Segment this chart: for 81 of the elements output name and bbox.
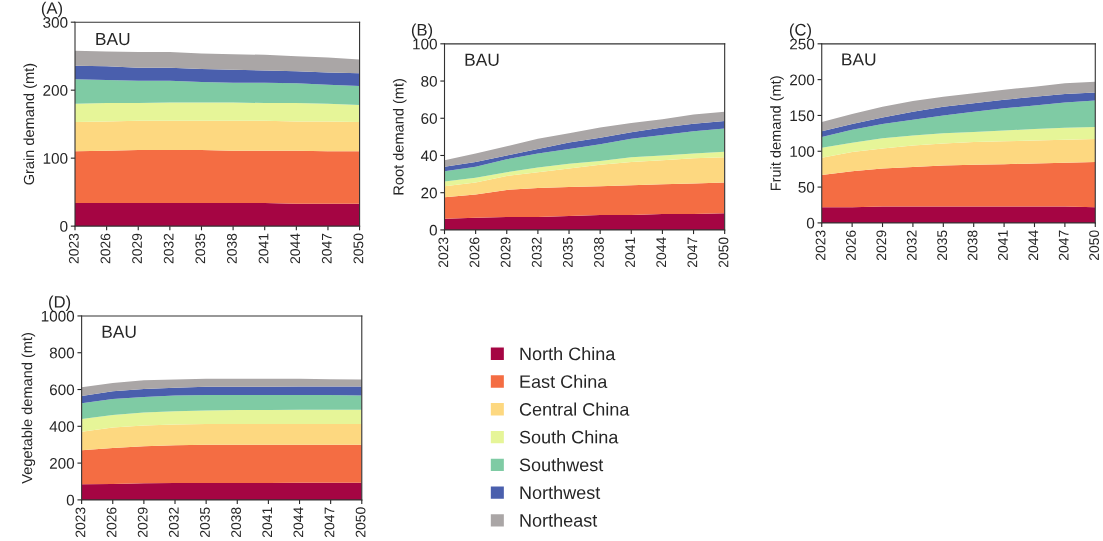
chart-title: (C) xyxy=(789,23,812,39)
y-tick-label: 1000 xyxy=(41,310,75,322)
x-tick-label: 2041 xyxy=(262,507,273,538)
y-tick-label: 100 xyxy=(43,153,68,164)
annotation: BAU xyxy=(102,325,136,338)
legend-label: Northwest xyxy=(520,485,601,500)
x-tick-label: 2026 xyxy=(469,237,480,268)
x-tick-label: 2050 xyxy=(353,233,364,264)
y-tick-label: 60 xyxy=(421,113,437,124)
y-tick-label: 0 xyxy=(429,224,437,236)
y-tick-label: 0 xyxy=(66,494,75,506)
y-axis-title: Root demand (mt) xyxy=(392,79,407,195)
y-tick-label: 200 xyxy=(49,457,75,469)
legend-label: Southwest xyxy=(519,458,604,472)
y-axis-title: Vegetable demand (mt) xyxy=(21,333,36,484)
annotation: BAU xyxy=(842,53,876,66)
x-tick-label: 2026 xyxy=(100,233,111,264)
x-tick-label: 2029 xyxy=(137,507,148,538)
x-tick-label: 2038 xyxy=(231,507,241,538)
x-tick-label: 2029 xyxy=(876,230,887,261)
x-tick-label: 2038 xyxy=(967,230,978,261)
y-tick-label: 250 xyxy=(790,38,815,50)
legend-label: South China xyxy=(519,430,619,444)
x-tick-label: 2044 xyxy=(290,233,301,264)
x-tick-label: 2029 xyxy=(132,233,142,264)
x-tick-label: 2032 xyxy=(163,233,174,264)
chart-title: (D) xyxy=(49,295,71,312)
x-tick-label: 2023 xyxy=(438,237,449,268)
x-tick-label: 2026 xyxy=(846,230,856,261)
x-tick-label: 2041 xyxy=(258,233,269,264)
x-tick-label: 2035 xyxy=(937,230,948,261)
x-tick-label: 2050 xyxy=(355,507,366,538)
x-tick-label: 2047 xyxy=(687,237,698,268)
annotation: BAU xyxy=(465,53,499,66)
y-tick-label: 100 xyxy=(413,38,437,50)
x-tick-label: 2044 xyxy=(293,507,304,538)
x-tick-label: 2047 xyxy=(321,233,332,264)
y-tick-label: 200 xyxy=(43,85,68,96)
y-tick-label: 150 xyxy=(790,110,815,122)
y-axis-title: Grain demand (mt) xyxy=(23,63,38,185)
annotation: BAU xyxy=(96,33,130,46)
y-tick-label: 50 xyxy=(798,181,815,193)
x-tick-label: 2047 xyxy=(1058,230,1069,261)
x-tick-label: 2041 xyxy=(625,237,636,268)
x-tick-label: 2035 xyxy=(195,233,206,264)
legend-label: Northeast xyxy=(520,513,598,527)
x-tick-label: 2050 xyxy=(1089,230,1100,261)
x-tick-label: 2032 xyxy=(906,230,917,261)
y-tick-label: 0 xyxy=(60,221,68,232)
y-axis-title: Fruit demand (mt) xyxy=(770,76,784,191)
x-tick-label: 2023 xyxy=(75,507,86,538)
x-tick-label: 2032 xyxy=(168,507,179,538)
x-tick-label: 2026 xyxy=(106,507,117,538)
x-tick-label: 2044 xyxy=(1028,230,1039,261)
x-tick-label: 2041 xyxy=(997,230,1008,261)
y-tick-label: 0 xyxy=(806,217,815,229)
x-tick-label: 2035 xyxy=(200,507,210,538)
y-tick-label: 40 xyxy=(420,150,437,162)
x-tick-label: 2038 xyxy=(226,233,237,264)
x-tick-label: 2029 xyxy=(500,237,511,268)
y-tick-label: 100 xyxy=(790,146,815,157)
legend-label: East China xyxy=(520,374,608,389)
x-tick-label: 2023 xyxy=(68,233,79,264)
y-tick-label: 400 xyxy=(49,421,75,432)
y-tick-label: 200 xyxy=(790,74,815,86)
y-tick-label: 600 xyxy=(49,384,75,396)
x-tick-label: 2047 xyxy=(324,507,335,538)
x-tick-label: 2050 xyxy=(718,237,729,268)
chart-title: (B) xyxy=(411,23,433,39)
y-tick-label: 800 xyxy=(49,347,75,359)
legend-label: Central China xyxy=(519,402,630,416)
x-tick-label: 2023 xyxy=(815,230,826,261)
chart-title: (A) xyxy=(41,1,63,18)
legend-label: North China xyxy=(520,347,616,361)
x-tick-label: 2032 xyxy=(531,237,542,268)
y-tick-label: 300 xyxy=(43,17,68,28)
x-tick-label: 2038 xyxy=(594,237,604,268)
x-tick-label: 2044 xyxy=(656,237,667,268)
x-tick-label: 2035 xyxy=(562,237,573,268)
y-tick-label: 80 xyxy=(421,75,437,87)
y-tick-label: 20 xyxy=(421,187,437,199)
